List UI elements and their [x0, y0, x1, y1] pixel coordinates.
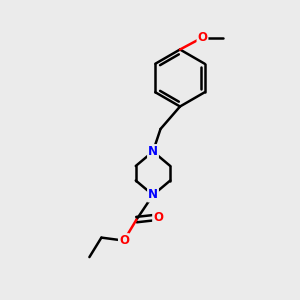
Text: N: N — [148, 145, 158, 158]
Text: O: O — [153, 211, 163, 224]
Text: N: N — [148, 188, 158, 202]
Text: O: O — [197, 31, 208, 44]
Text: O: O — [119, 234, 129, 247]
